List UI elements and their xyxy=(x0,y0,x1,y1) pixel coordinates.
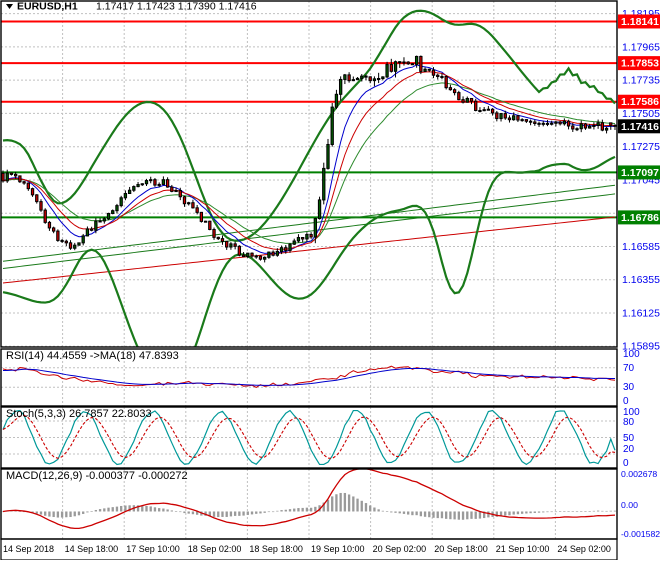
svg-text:1.16355: 1.16355 xyxy=(622,274,660,286)
svg-text:70: 70 xyxy=(623,363,635,374)
svg-text:1.17275: 1.17275 xyxy=(622,141,660,153)
svg-text:80: 80 xyxy=(623,417,635,428)
svg-text:1.17416: 1.17416 xyxy=(621,121,659,133)
svg-text:18 Sep 18:00: 18 Sep 18:00 xyxy=(249,544,303,554)
svg-text:1.17505: 1.17505 xyxy=(622,108,660,120)
svg-text:Stoch(5,3,3) 26.7857 22.8033: Stoch(5,3,3) 26.7857 22.8033 xyxy=(6,408,152,420)
svg-text:1.16125: 1.16125 xyxy=(622,307,660,319)
svg-text:-0.001582: -0.001582 xyxy=(621,529,660,539)
svg-text:1.18141: 1.18141 xyxy=(621,16,659,28)
svg-text:MACD(12,26,9) -0.000377 -0.000: MACD(12,26,9) -0.000377 -0.000272 xyxy=(6,470,188,482)
svg-text:1.17417 1.17423 1.17390 1.1741: 1.17417 1.17423 1.17390 1.17416 xyxy=(96,1,257,13)
svg-text:EURUSD,H1: EURUSD,H1 xyxy=(17,1,78,13)
svg-text:24 Sep 02:00: 24 Sep 02:00 xyxy=(557,544,611,554)
svg-text:20 Sep 02:00: 20 Sep 02:00 xyxy=(373,544,427,554)
svg-text:0.00: 0.00 xyxy=(621,500,638,510)
svg-text:20 Sep 18:00: 20 Sep 18:00 xyxy=(434,544,488,554)
svg-text:14 Sep 2018: 14 Sep 2018 xyxy=(3,544,54,554)
svg-text:1.17735: 1.17735 xyxy=(622,75,660,87)
svg-text:30: 30 xyxy=(623,382,635,393)
svg-text:1.17586: 1.17586 xyxy=(621,96,659,108)
svg-text:0: 0 xyxy=(623,458,629,469)
svg-text:20: 20 xyxy=(623,444,635,455)
svg-text:50: 50 xyxy=(623,433,635,444)
svg-text:21 Sep 10:00: 21 Sep 10:00 xyxy=(496,544,550,554)
svg-text:18 Sep 02:00: 18 Sep 02:00 xyxy=(188,544,242,554)
svg-text:1.16585: 1.16585 xyxy=(622,241,660,253)
svg-text:RSI(14) 44.4559 ->MA(18) 47.8: RSI(14) 44.4559 ->MA(18) 47.8393 xyxy=(6,350,179,362)
svg-text:1.17097: 1.17097 xyxy=(621,167,659,179)
svg-text:0: 0 xyxy=(623,396,629,407)
svg-text:1.17965: 1.17965 xyxy=(622,41,660,53)
svg-text:1.16786: 1.16786 xyxy=(621,212,659,224)
svg-text:14 Sep 18:00: 14 Sep 18:00 xyxy=(65,544,119,554)
svg-text:1.17853: 1.17853 xyxy=(621,58,659,70)
svg-text:19 Sep 10:00: 19 Sep 10:00 xyxy=(311,544,365,554)
svg-text:100: 100 xyxy=(623,349,640,360)
svg-text:17 Sep 10:00: 17 Sep 10:00 xyxy=(126,544,180,554)
svg-text:0.002678: 0.002678 xyxy=(621,469,657,479)
